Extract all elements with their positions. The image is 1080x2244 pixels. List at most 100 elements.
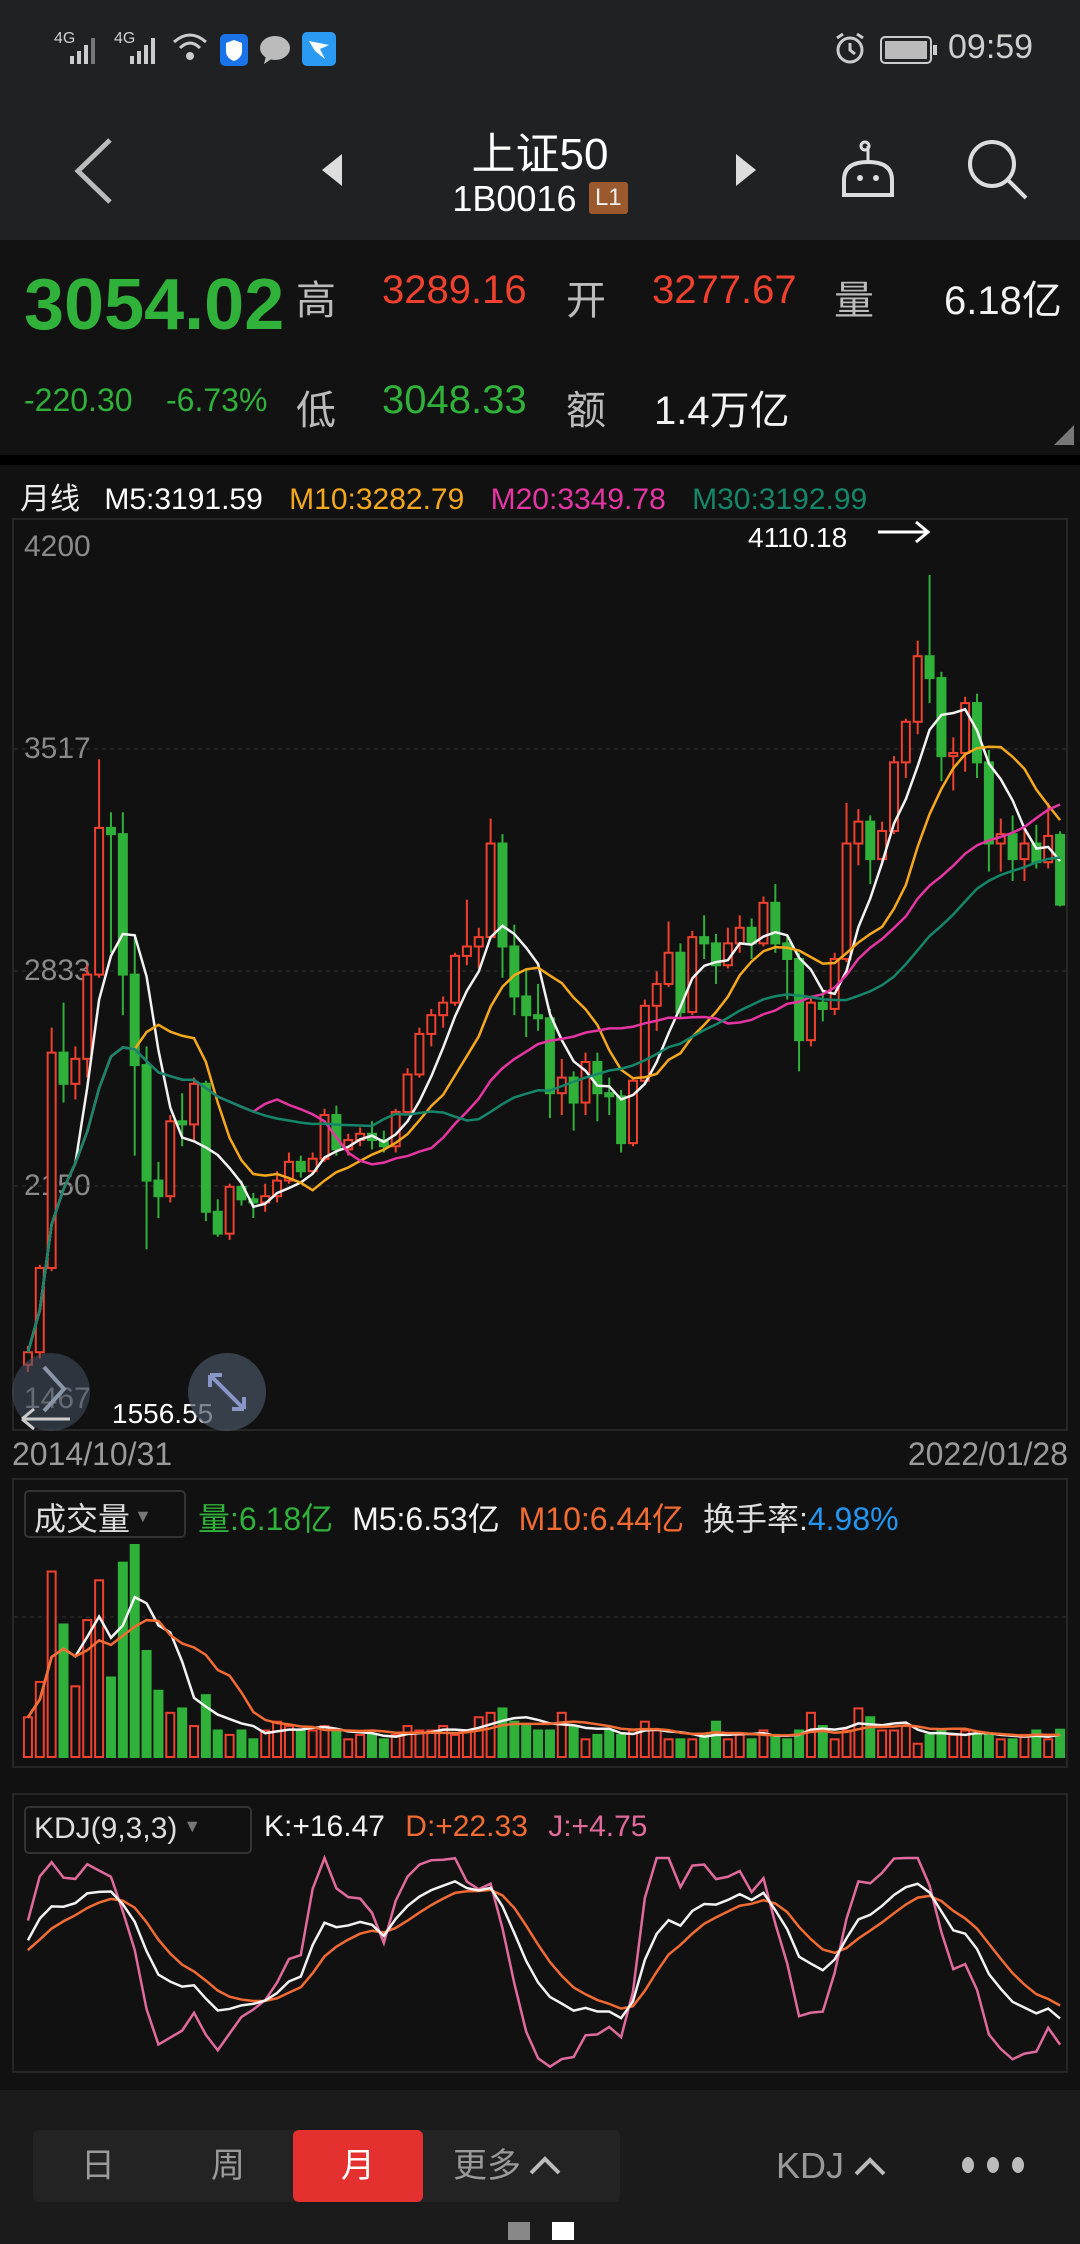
tab-more[interactable]: 更多 bbox=[423, 2130, 593, 2202]
volume-bar bbox=[283, 1725, 294, 1759]
candle bbox=[805, 1001, 816, 1042]
candle bbox=[782, 942, 793, 960]
volume-bar bbox=[877, 1729, 888, 1758]
volume-bar bbox=[1043, 1738, 1054, 1759]
ma10-line bbox=[26, 745, 1062, 1353]
low-label: 低 bbox=[296, 389, 336, 433]
status-bar: 4G 4G 09:59 bbox=[0, 0, 1080, 100]
candle bbox=[414, 1032, 425, 1076]
candle bbox=[105, 826, 116, 836]
volume-bar bbox=[687, 1738, 698, 1759]
kdj-j: J:+4.75 bbox=[548, 1810, 648, 1843]
volume-bar bbox=[912, 1742, 923, 1758]
shield-icon bbox=[220, 34, 248, 66]
arrow-right-icon bbox=[876, 520, 932, 544]
candle bbox=[58, 1051, 69, 1085]
candle bbox=[948, 751, 959, 758]
clock: 09:59 bbox=[948, 28, 1034, 66]
volume-bar bbox=[782, 1738, 793, 1759]
ma-legend: 月线 M5:3191.59 M10:3282.79 M20:3349.78 M3… bbox=[20, 474, 867, 518]
prev-icon[interactable] bbox=[318, 150, 348, 190]
battery-icon bbox=[880, 36, 938, 64]
volume-bar bbox=[1007, 1738, 1018, 1759]
dropdown-label: 成交量 bbox=[34, 1501, 131, 1537]
volume-bar bbox=[105, 1676, 116, 1758]
kdj-indicator-dropdown[interactable]: KDJ(9,3,3) ▼ bbox=[24, 1806, 252, 1854]
indicator-selector[interactable]: KDJ bbox=[776, 2130, 888, 2202]
candle bbox=[509, 945, 520, 998]
fullscreen-button[interactable] bbox=[188, 1353, 266, 1431]
candle bbox=[153, 1179, 164, 1198]
volume-bar bbox=[722, 1738, 733, 1759]
volume-bar bbox=[853, 1707, 864, 1758]
candle bbox=[900, 720, 911, 764]
volume-bar bbox=[390, 1733, 401, 1758]
volume-indicator-dropdown[interactable]: 成交量 ▼ bbox=[24, 1490, 186, 1538]
tab-week[interactable]: 周 bbox=[211, 2147, 245, 2185]
kdj-k: K:+16.47 bbox=[264, 1810, 385, 1843]
volume-bar bbox=[936, 1729, 947, 1758]
volume-bar bbox=[829, 1738, 840, 1759]
expand-corner-icon[interactable] bbox=[1054, 425, 1074, 445]
candle bbox=[1055, 833, 1066, 906]
candle bbox=[212, 1210, 223, 1235]
candle bbox=[450, 954, 461, 1004]
volume-bar bbox=[509, 1720, 520, 1758]
volume-bar bbox=[639, 1720, 650, 1758]
candle bbox=[224, 1185, 235, 1235]
volume-bar bbox=[141, 1650, 152, 1758]
high-value: 3289.16 bbox=[382, 268, 527, 312]
candle bbox=[853, 820, 864, 845]
quote-panel: 3054.02 -220.30 -6.73% 高 3289.16 开 3277.… bbox=[0, 240, 1080, 455]
volume-bar bbox=[378, 1738, 389, 1759]
ma5-line bbox=[26, 707, 1062, 1353]
candle bbox=[1043, 834, 1054, 864]
candle bbox=[604, 1092, 615, 1098]
volume-bar bbox=[94, 1579, 105, 1759]
volume-bar bbox=[497, 1707, 508, 1758]
dropdown-caret-icon: ▼ bbox=[183, 1816, 202, 1836]
signal-icon bbox=[70, 38, 102, 64]
volume-bar bbox=[402, 1725, 413, 1759]
candle bbox=[141, 1064, 152, 1182]
search-icon[interactable] bbox=[966, 138, 1030, 202]
candle bbox=[616, 1095, 627, 1145]
volume-ma5: M5:6.53亿 bbox=[352, 1501, 500, 1537]
volume-bar bbox=[805, 1711, 816, 1759]
volume-bar bbox=[1055, 1728, 1066, 1758]
candle bbox=[129, 973, 140, 1067]
volume-bar bbox=[972, 1733, 983, 1758]
volume-bar bbox=[438, 1725, 449, 1759]
volume-bar bbox=[473, 1716, 484, 1758]
volume-bar bbox=[616, 1733, 627, 1758]
ma10-value: M10:3282.79 bbox=[289, 483, 465, 516]
ellipsis-icon[interactable] bbox=[960, 2150, 1030, 2180]
scroll-left-button[interactable] bbox=[12, 1353, 90, 1431]
volume-bar bbox=[355, 1733, 366, 1758]
candle bbox=[1007, 833, 1018, 861]
kline-chart[interactable] bbox=[12, 518, 1068, 1431]
price-change-pct: -6.73% bbox=[166, 382, 268, 418]
dropdown-caret-icon: ▼ bbox=[134, 1506, 152, 1526]
kdj-legend: K:+16.47 D:+22.33 J:+4.75 bbox=[264, 1810, 647, 1844]
candle bbox=[734, 926, 745, 945]
last-price: 3054.02 bbox=[24, 265, 285, 345]
volume-bar bbox=[888, 1729, 899, 1758]
volume-bar bbox=[248, 1738, 259, 1759]
kdj-j-line bbox=[26, 1854, 1062, 2069]
robot-icon[interactable] bbox=[836, 140, 900, 204]
back-icon[interactable] bbox=[70, 136, 120, 206]
tab-day[interactable]: 日 bbox=[81, 2147, 115, 2185]
next-icon[interactable] bbox=[730, 150, 760, 190]
candle bbox=[283, 1160, 294, 1182]
volume-bar bbox=[189, 1725, 200, 1759]
signal-label: 4G bbox=[54, 30, 76, 47]
candle bbox=[177, 1120, 188, 1126]
volume-bar bbox=[841, 1729, 852, 1758]
tab-month[interactable]: 月 bbox=[293, 2130, 423, 2202]
kdj-d-line bbox=[27, 1888, 1061, 2010]
open-label: 开 bbox=[566, 279, 606, 323]
open-value: 3277.67 bbox=[652, 268, 797, 312]
price-change: -220.30 bbox=[24, 382, 133, 418]
